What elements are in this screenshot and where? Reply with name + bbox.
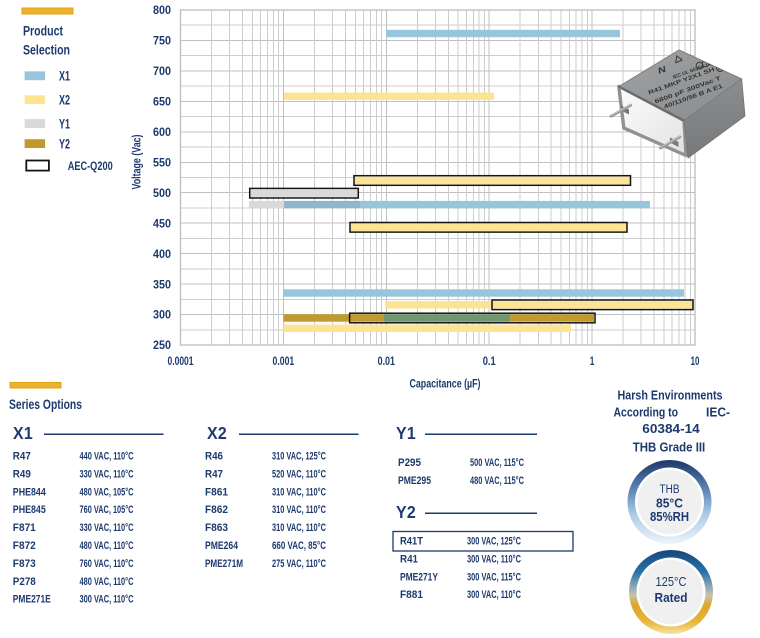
svg-text:IEC-: IEC- [706, 405, 730, 420]
svg-text:PME271E: PME271E [13, 594, 51, 606]
svg-text:300: 300 [153, 308, 171, 322]
svg-text:300 VAC, 110°C: 300 VAC, 110°C [467, 553, 521, 565]
svg-text:520 VAC, 110°C: 520 VAC, 110°C [272, 468, 326, 480]
svg-text:R47: R47 [205, 468, 223, 480]
svg-text:500 VAC, 115°C: 500 VAC, 115°C [470, 457, 524, 469]
svg-text:R49: R49 [13, 468, 31, 480]
svg-text:350: 350 [153, 277, 171, 291]
svg-text:310 VAC, 110°C: 310 VAC, 110°C [272, 486, 326, 498]
svg-text:480 VAC, 110°C: 480 VAC, 110°C [80, 576, 134, 588]
svg-text:Voltage (Vac): Voltage (Vac) [130, 134, 144, 189]
svg-text:300 VAC, 115°C: 300 VAC, 115°C [467, 571, 521, 583]
svg-text:PME295: PME295 [398, 475, 431, 487]
svg-text:0.0001: 0.0001 [168, 354, 194, 368]
svg-text:300 VAC, 110°C: 300 VAC, 110°C [80, 594, 134, 606]
svg-text:F862: F862 [205, 504, 228, 516]
svg-text:Y2: Y2 [396, 502, 416, 522]
svg-text:85°C: 85°C [656, 497, 683, 511]
svg-text:According to: According to [614, 405, 679, 420]
svg-text:THB Grade III: THB Grade III [633, 440, 706, 455]
svg-text:0.001: 0.001 [273, 354, 295, 368]
svg-text:10: 10 [691, 354, 700, 368]
svg-text:F861: F861 [205, 486, 228, 498]
svg-text:60384-14: 60384-14 [642, 421, 700, 436]
svg-text:F873: F873 [13, 558, 36, 570]
svg-text:0.1: 0.1 [483, 354, 496, 368]
svg-text:660 VAC, 85°C: 660 VAC, 85°C [272, 540, 326, 552]
svg-text:F871: F871 [13, 522, 36, 534]
svg-text:760 VAC, 105°C: 760 VAC, 105°C [80, 504, 134, 516]
svg-text:310 VAC, 125°C: 310 VAC, 125°C [272, 451, 326, 463]
svg-text:PME271M: PME271M [205, 558, 243, 570]
svg-text:750: 750 [153, 34, 171, 48]
svg-text:480 VAC, 105°C: 480 VAC, 105°C [80, 486, 134, 498]
svg-text:0.01: 0.01 [378, 354, 396, 368]
svg-text:330 VAC, 110°C: 330 VAC, 110°C [80, 468, 134, 480]
svg-text:AEC-Q200: AEC-Q200 [68, 159, 113, 173]
svg-text:PHE844: PHE844 [13, 486, 47, 498]
svg-text:275 VAC, 110°C: 275 VAC, 110°C [272, 558, 326, 570]
svg-text:480 VAC, 115°C: 480 VAC, 115°C [470, 475, 524, 487]
svg-text:600: 600 [153, 125, 171, 139]
svg-text:R47: R47 [13, 451, 31, 463]
svg-text:PME264: PME264 [205, 540, 239, 552]
svg-text:Y1: Y1 [59, 116, 70, 131]
svg-text:F863: F863 [205, 522, 228, 534]
svg-text:760 VAC, 110°C: 760 VAC, 110°C [80, 558, 134, 570]
svg-text:800: 800 [153, 3, 171, 17]
svg-text:F881: F881 [400, 589, 423, 601]
svg-text:Series Options: Series Options [9, 396, 82, 412]
svg-text:310 VAC, 110°C: 310 VAC, 110°C [272, 504, 326, 516]
svg-text:X2: X2 [59, 93, 70, 108]
svg-text:300 VAC, 110°C: 300 VAC, 110°C [467, 589, 521, 601]
svg-text:125°C: 125°C [656, 575, 687, 589]
svg-text:310 VAC, 110°C: 310 VAC, 110°C [272, 522, 326, 534]
svg-text:Capacitance (µF): Capacitance (µF) [410, 377, 481, 391]
svg-text:THB: THB [660, 484, 680, 496]
svg-text:85%RH: 85%RH [650, 510, 689, 524]
svg-text:450: 450 [153, 216, 171, 230]
svg-text:1: 1 [590, 354, 595, 368]
svg-text:Y2: Y2 [59, 136, 70, 151]
svg-text:330 VAC, 110°C: 330 VAC, 110°C [80, 522, 134, 534]
svg-text:Product: Product [23, 24, 63, 39]
svg-text:Y1: Y1 [396, 423, 416, 443]
svg-text:250: 250 [153, 338, 171, 352]
svg-text:700: 700 [153, 64, 171, 78]
svg-text:480 VAC, 110°C: 480 VAC, 110°C [80, 540, 134, 552]
svg-text:Rated: Rated [655, 590, 688, 605]
svg-text:Selection: Selection [23, 43, 70, 58]
svg-text:550: 550 [153, 156, 171, 170]
svg-text:X1: X1 [59, 69, 70, 84]
svg-text:300 VAC, 125°C: 300 VAC, 125°C [467, 536, 521, 548]
svg-text:P278: P278 [13, 576, 36, 588]
svg-text:R46: R46 [205, 451, 223, 463]
svg-text:P295: P295 [398, 457, 421, 469]
svg-text:X1: X1 [13, 423, 33, 443]
svg-text:Harsh Environments: Harsh Environments [618, 388, 723, 403]
svg-text:500: 500 [153, 186, 171, 200]
svg-text:650: 650 [153, 95, 171, 109]
svg-text:V: V [679, 57, 682, 61]
svg-text:PME271Y: PME271Y [400, 571, 439, 583]
svg-text:X2: X2 [207, 423, 227, 443]
svg-text:R41: R41 [400, 553, 418, 565]
svg-text:F872: F872 [13, 540, 36, 552]
svg-text:N: N [656, 63, 668, 76]
svg-text:440 VAC, 110°C: 440 VAC, 110°C [80, 451, 134, 463]
svg-text:R41T: R41T [400, 536, 423, 548]
svg-text:400: 400 [153, 247, 171, 261]
svg-text:PHE845: PHE845 [13, 504, 46, 516]
